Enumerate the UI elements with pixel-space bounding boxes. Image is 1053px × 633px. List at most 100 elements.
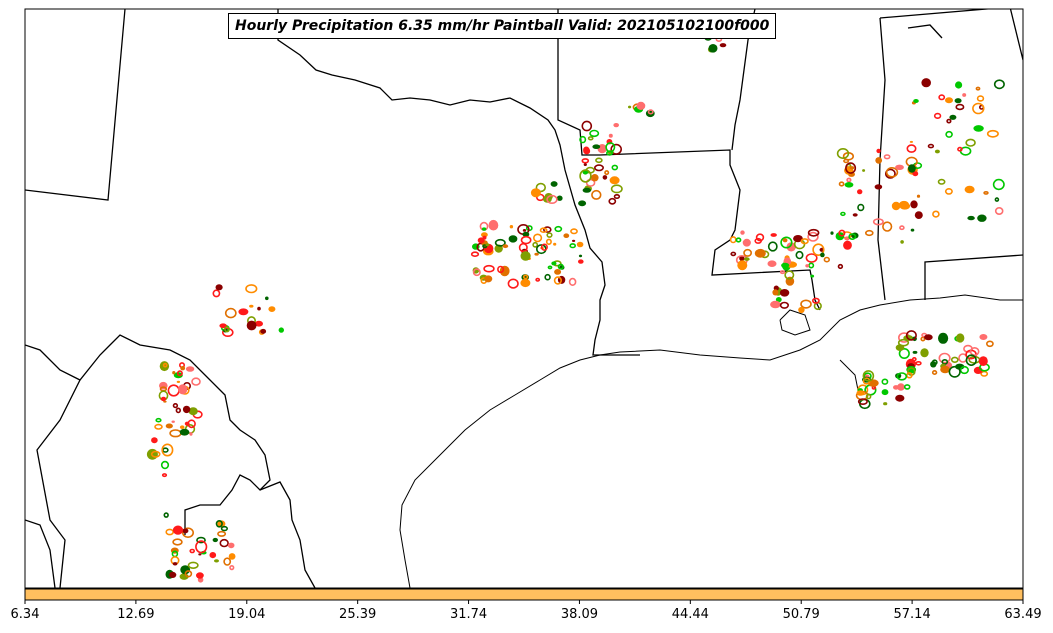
precip-blob xyxy=(779,270,786,275)
precip-blob xyxy=(647,109,654,115)
coastline xyxy=(839,359,859,391)
precip-blob xyxy=(165,423,173,429)
precip-blob xyxy=(481,227,487,231)
precip-blob xyxy=(770,300,781,309)
precip-blob xyxy=(934,149,940,154)
precip-blob xyxy=(883,154,891,160)
precip-blob xyxy=(578,254,583,258)
precip-blob xyxy=(994,207,1004,216)
precip-blob xyxy=(189,432,193,436)
precip-blob xyxy=(472,268,481,277)
precip-blob xyxy=(910,200,918,209)
precip-blob xyxy=(972,102,985,115)
precip-blob xyxy=(212,289,221,298)
precip-blob xyxy=(843,158,850,164)
precip-blob xyxy=(238,308,249,316)
precip-blob xyxy=(779,301,790,309)
precip-blob xyxy=(175,407,182,414)
precip-blob xyxy=(742,238,751,247)
precip-blob xyxy=(196,536,206,544)
precip-blob xyxy=(535,182,546,193)
precip-blob xyxy=(172,538,183,546)
precip-blob xyxy=(182,405,191,414)
precip-blob xyxy=(568,277,577,287)
precip-blob xyxy=(539,227,548,233)
precip-blob xyxy=(228,553,236,560)
precip-blob xyxy=(162,447,169,453)
precip-blob xyxy=(932,210,940,218)
precip-blob xyxy=(798,306,805,314)
precip-blob xyxy=(587,136,594,141)
precip-blob xyxy=(986,129,999,138)
precip-blob xyxy=(921,78,931,88)
precip-blob xyxy=(924,334,933,341)
precip-blob xyxy=(965,138,976,147)
precip-blob xyxy=(161,473,168,478)
precip-blob xyxy=(845,162,857,174)
precip-blob xyxy=(911,357,917,362)
precip-blob xyxy=(215,519,223,528)
precip-blob xyxy=(965,354,977,367)
precip-blob xyxy=(160,396,167,402)
precip-blob xyxy=(913,99,919,103)
precip-blob xyxy=(217,530,227,537)
precip-blob xyxy=(823,256,830,263)
precip-blob xyxy=(840,211,846,217)
precip-blob xyxy=(583,163,587,167)
precip-blob xyxy=(593,164,604,172)
precip-blob xyxy=(172,525,184,535)
precip-blob xyxy=(583,146,590,154)
precip-blob xyxy=(546,194,558,204)
precip-blob xyxy=(770,233,777,237)
precip-blob xyxy=(915,360,922,366)
precip-blob xyxy=(805,264,810,268)
precip-blob xyxy=(852,213,858,217)
precip-blob xyxy=(220,525,228,532)
precip-blob xyxy=(881,389,889,396)
precip-blob xyxy=(955,81,963,89)
precip-blob xyxy=(212,537,218,543)
precip-blob xyxy=(613,194,621,200)
precip-blob xyxy=(576,241,584,248)
precip-blob xyxy=(161,443,174,457)
precip-blob xyxy=(592,144,601,149)
colorbar-tick-label: 25.39 xyxy=(339,607,377,622)
precip-blob xyxy=(569,243,577,249)
precip-blob xyxy=(897,338,910,347)
precip-blob xyxy=(949,114,957,120)
precip-blob xyxy=(872,218,884,226)
precip-blob xyxy=(485,243,490,247)
precip-blob xyxy=(993,79,1005,90)
precip-blob xyxy=(184,570,193,578)
border-line xyxy=(924,254,1023,300)
precip-blob xyxy=(229,564,235,571)
precip-blob xyxy=(754,248,766,258)
precip-blob xyxy=(857,398,868,405)
precip-blob xyxy=(945,130,953,138)
precip-blob xyxy=(224,307,237,319)
precip-blob xyxy=(920,336,926,342)
precip-blob xyxy=(610,143,623,155)
precip-blob xyxy=(864,229,874,237)
precip-blob xyxy=(172,403,179,409)
precip-blob xyxy=(848,233,857,240)
precip-blob xyxy=(636,101,646,110)
precip-blob xyxy=(278,327,284,333)
precip-blob xyxy=(477,237,485,244)
precip-blob xyxy=(502,244,509,249)
precip-blob xyxy=(950,356,959,363)
precip-blob xyxy=(482,244,488,249)
map-title: Hourly Precipitation 6.35 mm/hr Paintbal… xyxy=(228,13,777,39)
precip-blob xyxy=(836,148,850,160)
precip-blob xyxy=(945,97,953,104)
precip-blob xyxy=(772,289,779,296)
precip-blob xyxy=(508,235,518,243)
precip-blob xyxy=(931,359,938,366)
precip-blob xyxy=(898,200,910,209)
precip-blob xyxy=(896,372,908,381)
precip-blob xyxy=(572,239,576,242)
precip-blob xyxy=(941,358,949,365)
colorbar-tick-label: 19.04 xyxy=(228,607,266,622)
coastline xyxy=(399,294,1023,588)
